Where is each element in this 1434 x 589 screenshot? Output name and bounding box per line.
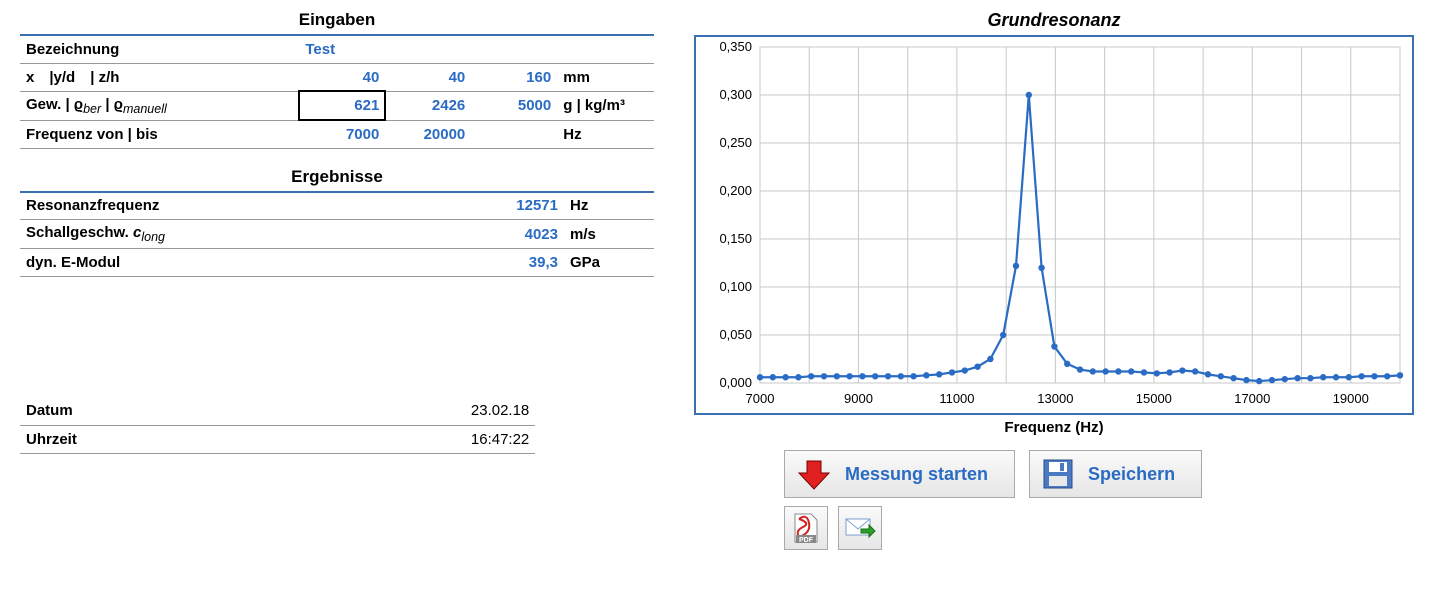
svg-text:15000: 15000	[1136, 391, 1172, 406]
label-bezeichnung: Bezeichnung	[20, 35, 299, 63]
unit-emod: GPa	[564, 249, 654, 277]
results-table: Resonanzfrequenz 12571 Hz Schallgeschw. …	[20, 191, 654, 278]
unit-gew: g | kg/m³	[557, 91, 654, 120]
label-gew: Gew. | ϱber | ϱmanuell	[20, 91, 299, 120]
svg-text:0,150: 0,150	[719, 231, 752, 246]
value-res: 12571	[280, 192, 564, 220]
value-gew1[interactable]: 621	[299, 91, 385, 120]
value-z[interactable]: 160	[471, 63, 557, 91]
label-uhrzeit: Uhrzeit	[20, 425, 278, 453]
svg-text:0,250: 0,250	[719, 135, 752, 150]
label-emod: dyn. E-Modul	[20, 249, 280, 277]
svg-text:0,200: 0,200	[719, 183, 752, 198]
chart-title: Grundresonanz	[694, 10, 1414, 31]
svg-text:19000: 19000	[1333, 391, 1369, 406]
svg-text:PDF: PDF	[799, 537, 814, 544]
svg-text:13000: 13000	[1037, 391, 1073, 406]
label-c: Schallgeschw. clong	[20, 220, 280, 249]
svg-text:9000: 9000	[844, 391, 873, 406]
footer-table: Datum 23.02.18 Uhrzeit 16:47:22	[20, 397, 654, 454]
value-gew3[interactable]: 5000	[471, 91, 557, 120]
label-res: Resonanzfrequenz	[20, 192, 280, 220]
value-uhrzeit: 16:47:22	[278, 425, 536, 453]
svg-text:0,100: 0,100	[719, 279, 752, 294]
unit-res: Hz	[564, 192, 654, 220]
label-dims: x |y/d | z/h	[20, 63, 299, 91]
floppy-disk-icon	[1042, 458, 1074, 490]
svg-text:0,050: 0,050	[719, 327, 752, 342]
value-bezeichnung[interactable]: Test	[299, 35, 557, 63]
mail-send-icon	[843, 511, 877, 545]
label-freq: Frequenz von | bis	[20, 120, 299, 148]
inputs-table: Bezeichnung Test x |y/d | z/h 40 40 160 …	[20, 34, 654, 149]
start-button-label: Messung starten	[845, 464, 988, 485]
unit-dims: mm	[557, 63, 654, 91]
save-button-label: Speichern	[1088, 464, 1175, 485]
results-title: Ergebnisse	[20, 167, 654, 191]
label-datum: Datum	[20, 397, 278, 425]
start-measurement-button[interactable]: Messung starten	[784, 450, 1015, 498]
svg-text:0,300: 0,300	[719, 87, 752, 102]
value-emod: 39,3	[280, 249, 564, 277]
save-button[interactable]: Speichern	[1029, 450, 1202, 498]
unit-c: m/s	[564, 220, 654, 249]
resonance-chart: 0,000 0,050 0,100 0,150 0,200 0,250 0,300 0,350…	[694, 35, 1414, 415]
unit-freq: Hz	[557, 120, 654, 148]
value-datum: 23.02.18	[278, 397, 536, 425]
pdf-icon: PDF	[789, 511, 823, 545]
value-freq-from[interactable]: 7000	[299, 120, 385, 148]
pdf-export-button[interactable]: PDF	[784, 506, 828, 550]
svg-text:17000: 17000	[1234, 391, 1270, 406]
email-export-button[interactable]	[838, 506, 882, 550]
svg-text:7000: 7000	[746, 391, 775, 406]
arrow-down-icon	[797, 457, 831, 491]
value-c: 4023	[280, 220, 564, 249]
value-y[interactable]: 40	[385, 63, 471, 91]
svg-text:0,350: 0,350	[719, 39, 752, 54]
value-gew2[interactable]: 2426	[385, 91, 471, 120]
chart-xlabel: Frequenz (Hz)	[694, 419, 1414, 436]
value-x[interactable]: 40	[299, 63, 385, 91]
inputs-title: Eingaben	[20, 10, 654, 34]
svg-text:11000: 11000	[939, 391, 974, 406]
value-freq-to[interactable]: 20000	[385, 120, 471, 148]
svg-text:0,000: 0,000	[719, 375, 752, 390]
